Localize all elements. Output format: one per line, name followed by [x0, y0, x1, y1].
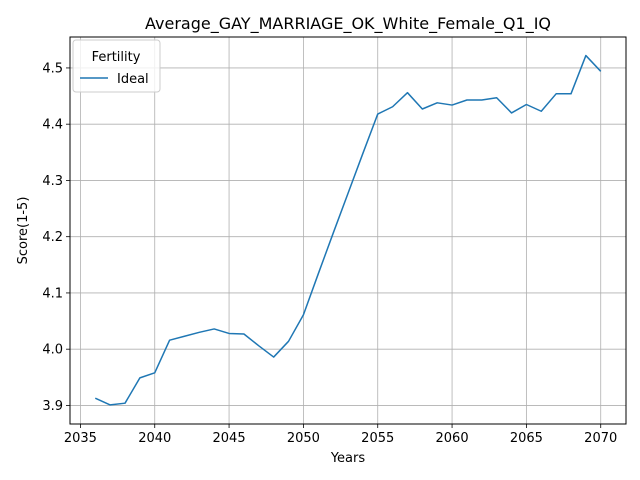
tick-layer: 2035 2040 2045 2050 2055 2060 2065 2070 3.9 4.0 4.…	[42, 61, 617, 446]
series-layer	[94, 54, 602, 406]
y-tick-label: 4.1	[42, 286, 63, 301]
chart-title: Average_GAY_MARRIAGE_OK_White_Female_Q1_…	[145, 14, 551, 34]
y-tick-label: 4.2	[42, 230, 63, 245]
x-tick-label: 2035	[64, 431, 97, 446]
x-tick-label: 2070	[584, 431, 617, 446]
legend-label-ideal: Ideal	[117, 72, 149, 87]
series-line-ideal	[94, 54, 602, 406]
x-tick-label: 2045	[213, 431, 246, 446]
x-tick-label: 2055	[361, 431, 394, 446]
x-tick-label: 2040	[138, 431, 171, 446]
legend-title: Fertility	[92, 50, 141, 65]
plot-frame	[69, 36, 627, 425]
y-axis-title: Score(1-5)	[16, 197, 31, 265]
x-tick-label: 2060	[436, 431, 469, 446]
y-tick-label: 4.4	[42, 118, 63, 133]
y-tick-label: 4.5	[42, 61, 63, 76]
x-tick-label: 2050	[287, 431, 320, 446]
grid	[70, 37, 626, 424]
y-tick-label: 3.9	[42, 399, 63, 414]
y-tick-label: 4.3	[42, 174, 63, 189]
legend: Fertility Ideal	[72, 39, 161, 93]
y-tick-label: 4.0	[42, 343, 63, 358]
x-tick-label: 2065	[510, 431, 543, 446]
x-axis-title: Years	[330, 451, 366, 466]
legend-box	[72, 39, 161, 93]
